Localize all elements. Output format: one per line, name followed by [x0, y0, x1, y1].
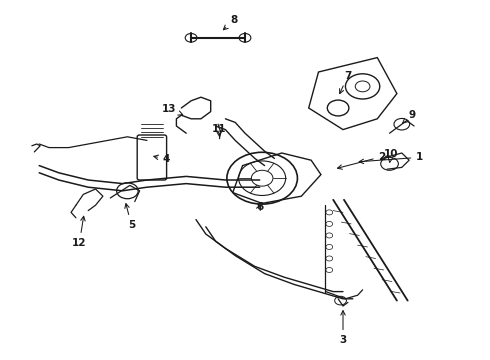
Text: 5: 5 [125, 204, 135, 230]
Text: 13: 13 [162, 104, 183, 115]
Text: 3: 3 [340, 311, 346, 345]
Text: 9: 9 [403, 110, 415, 123]
Text: 11: 11 [212, 124, 226, 137]
Text: 6: 6 [256, 202, 263, 212]
Text: 8: 8 [223, 15, 238, 30]
Text: 4: 4 [154, 154, 171, 164]
Text: 2: 2 [338, 152, 386, 169]
Text: 12: 12 [72, 216, 87, 248]
Text: 10: 10 [384, 149, 398, 162]
Text: 1: 1 [359, 152, 423, 163]
Text: 7: 7 [340, 71, 352, 94]
